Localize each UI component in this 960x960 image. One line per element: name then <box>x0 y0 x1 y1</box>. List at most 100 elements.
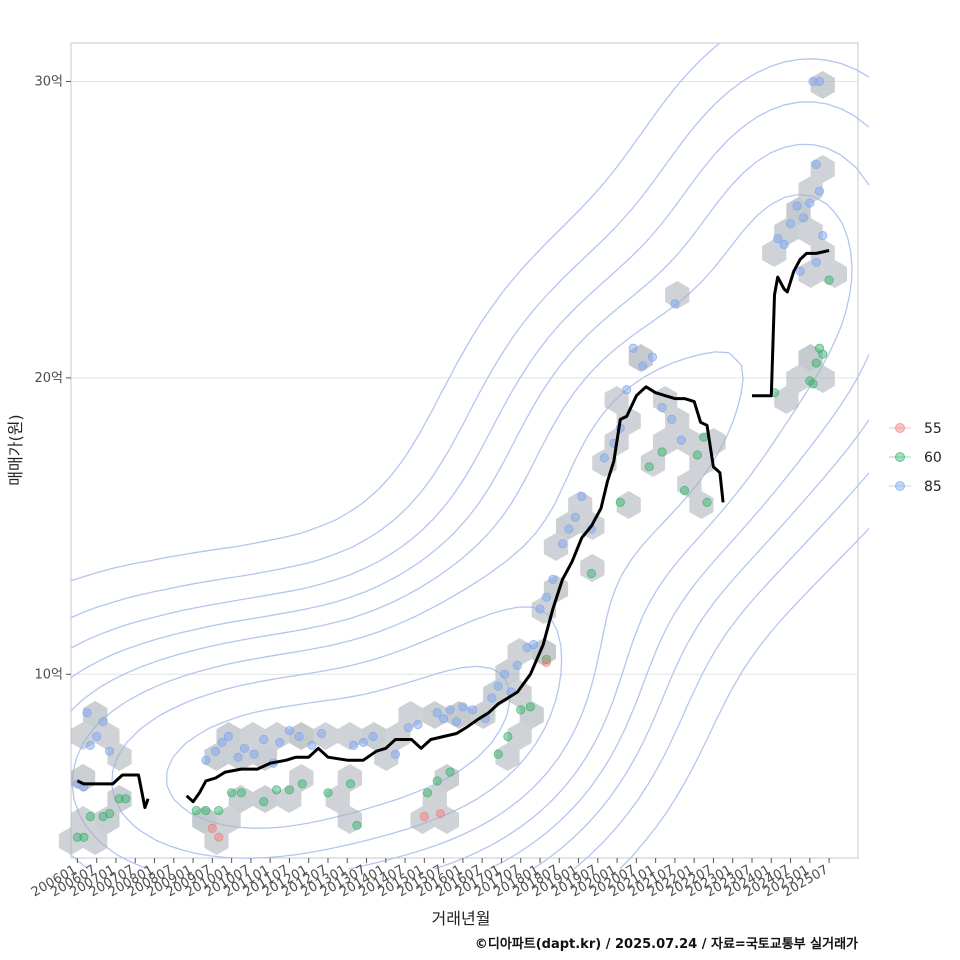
hexbin-cell <box>580 554 605 582</box>
data-point-85 <box>811 159 821 170</box>
data-point-60 <box>699 432 709 442</box>
data-point-60 <box>297 779 307 789</box>
data-point-60 <box>214 805 224 816</box>
grid-layer <box>71 81 858 675</box>
data-point-85 <box>92 731 102 742</box>
hexbin-cell <box>604 386 629 414</box>
data-point-85 <box>795 266 805 276</box>
data-point-85 <box>390 749 401 759</box>
data-point-85 <box>249 749 259 759</box>
data-point-85 <box>432 708 442 718</box>
data-point-60 <box>615 497 625 507</box>
data-point-60 <box>201 805 211 816</box>
legend-key-dot <box>895 452 905 462</box>
data-point-85 <box>239 743 250 753</box>
trend-line-segment <box>185 385 725 804</box>
data-point-60 <box>236 788 246 798</box>
data-point-60 <box>104 808 115 819</box>
data-point-85 <box>493 681 503 691</box>
data-point-85 <box>413 720 423 730</box>
data-point-85 <box>210 746 221 756</box>
data-point-85 <box>458 702 468 712</box>
data-point-85 <box>535 604 545 614</box>
data-point-85 <box>349 740 359 750</box>
data-point-85 <box>316 728 327 739</box>
data-point-60 <box>323 788 333 798</box>
hexbin-cell <box>204 743 229 771</box>
hexbin-cell <box>313 722 338 750</box>
caption: ©디아파트(dapt.kr) / 2025.07.24 / 자료=국토교통부 실… <box>475 936 858 952</box>
data-point-85 <box>284 725 295 736</box>
data-point-60 <box>644 462 654 472</box>
data-point-60 <box>808 379 818 389</box>
data-point-85 <box>657 402 667 413</box>
data-point-85 <box>439 714 449 724</box>
data-point-60 <box>227 788 237 798</box>
data-point-85 <box>541 592 552 602</box>
y-tick-label: 20억 <box>34 371 63 386</box>
data-point-60 <box>824 275 834 285</box>
data-point-85 <box>201 755 211 765</box>
data-point-85 <box>500 669 510 679</box>
data-point-85 <box>307 740 317 750</box>
data-point-85 <box>233 752 243 762</box>
data-point-85 <box>557 539 568 549</box>
data-point-60 <box>271 785 282 795</box>
density-contour <box>166 665 511 829</box>
data-point-85 <box>577 491 587 502</box>
data-point-85 <box>814 76 825 87</box>
data-point-85 <box>104 746 115 756</box>
density-contours <box>70 42 870 870</box>
data-point-60 <box>259 797 269 807</box>
data-point-60 <box>121 794 131 804</box>
data-point-60 <box>284 785 295 795</box>
data-point-85 <box>275 737 285 748</box>
data-point-85 <box>814 186 825 196</box>
x-axis: 2006012006072007012007072008012008072009… <box>29 858 831 900</box>
data-point-85 <box>368 731 378 742</box>
density-contour <box>70 101 870 870</box>
hexbin-cell <box>786 365 811 393</box>
hexbin-cell <box>774 386 799 414</box>
data-point-85 <box>548 574 558 585</box>
data-point-85 <box>358 737 368 748</box>
data-point-60 <box>345 779 356 789</box>
data-point-55 <box>419 811 429 822</box>
legend-label: 85 <box>924 479 942 495</box>
data-point-85 <box>773 234 783 244</box>
data-point-60 <box>445 767 455 777</box>
data-point-85 <box>259 734 269 745</box>
data-point-85 <box>512 660 523 670</box>
data-point-60 <box>657 447 667 457</box>
hexbin-cell <box>568 491 593 519</box>
hexbin-cell <box>289 764 314 792</box>
data-point-85 <box>785 219 796 229</box>
y-axis: 10억 20억 30억 <box>34 75 71 682</box>
hexbin-cell <box>495 743 520 771</box>
data-point-85 <box>818 231 828 241</box>
density-contour <box>70 143 870 870</box>
data-point-60 <box>525 702 535 712</box>
data-point-60 <box>493 749 503 759</box>
y-axis-title: 매매가(원) <box>6 414 25 485</box>
trend-line-layer <box>76 249 830 810</box>
points-layer <box>72 76 834 842</box>
data-point-85 <box>82 708 92 718</box>
hexbin-cell <box>616 491 641 519</box>
legend-label: 55 <box>924 421 942 437</box>
data-point-60 <box>422 788 433 798</box>
data-point-85 <box>445 705 455 715</box>
x-axis-title: 거래년월 <box>432 909 491 928</box>
data-point-85 <box>451 717 462 727</box>
data-point-60 <box>679 485 690 496</box>
hexbin-cell <box>95 722 120 750</box>
data-point-85 <box>85 740 95 750</box>
density-contour <box>70 193 853 870</box>
data-point-60 <box>702 497 712 507</box>
hexbin-cell <box>665 407 690 435</box>
data-point-60 <box>586 568 596 579</box>
legend: 55 60 85 <box>889 421 942 495</box>
data-point-60 <box>692 450 702 460</box>
data-point-85 <box>676 435 686 445</box>
